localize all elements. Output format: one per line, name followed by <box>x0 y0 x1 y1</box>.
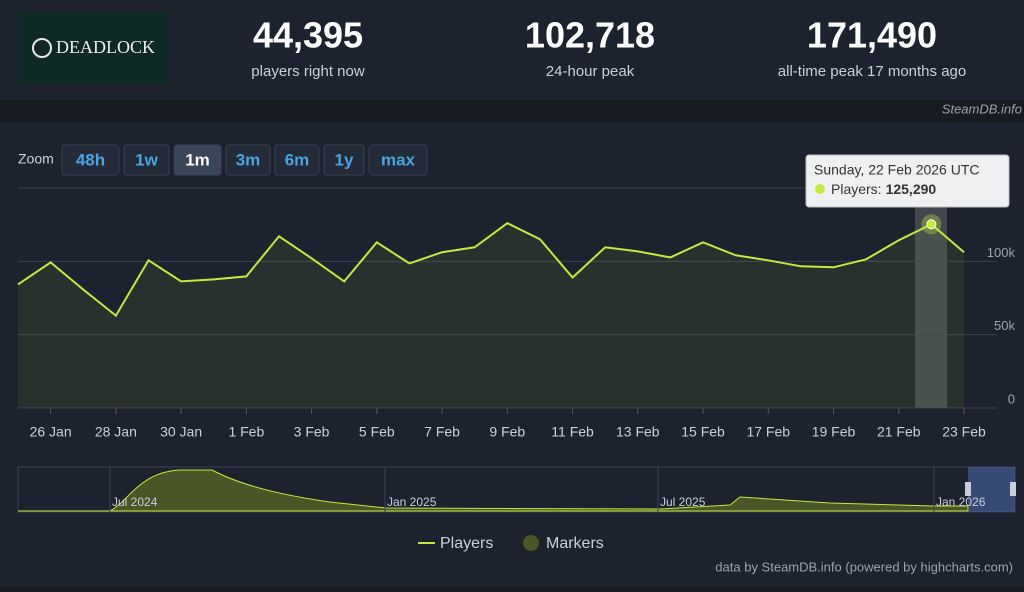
x-tick-label: 17 Feb <box>746 424 790 440</box>
source: SteamDB.info <box>942 101 1022 116</box>
navigator-label: Jul 2025 <box>660 495 706 509</box>
x-tick-label: 3 Feb <box>294 424 330 440</box>
y-tick-label: 50k <box>994 318 1015 333</box>
x-tick-label: 19 Feb <box>812 424 856 440</box>
x-tick-label: 7 Feb <box>424 424 460 440</box>
stat-value: 102,718 <box>525 15 655 56</box>
navigator-handle[interactable] <box>1010 482 1016 496</box>
tooltip-date: Sunday, 22 Feb 2026 UTC <box>814 162 980 178</box>
x-tick-label: 15 Feb <box>681 424 725 440</box>
tooltip-dot <box>815 184 825 194</box>
x-tick-label: 5 Feb <box>359 424 395 440</box>
navigator-label: Jan 2026 <box>936 495 986 509</box>
zoom-button[interactable] <box>173 144 222 176</box>
x-tick-label: 26 Jan <box>30 424 72 440</box>
credits: data by SteamDB.info (powered by highcha… <box>715 559 1013 574</box>
logo-box <box>18 12 168 84</box>
zoom-button[interactable] <box>323 144 365 176</box>
zoom-button-label[interactable]: 1w <box>135 150 158 169</box>
zoom-button[interactable] <box>123 144 170 176</box>
tooltip <box>805 154 1010 208</box>
x-tick-label: 11 Feb <box>551 424 594 440</box>
zoom-button-label[interactable]: 1y <box>335 150 354 169</box>
x-tick-label: 1 Feb <box>228 424 264 440</box>
tooltip-text: Players: 125,290 <box>831 181 936 197</box>
plot: 0 50k 100k 26 Jan 28 Jan 30 Jan 1 Feb 3 Feb 5 Fe… <box>17 187 1016 440</box>
zoom-button-label[interactable]: 3m <box>236 150 261 169</box>
x-tick-label: 9 Feb <box>489 424 525 440</box>
legend-label[interactable]: Players <box>440 535 493 552</box>
zoom-button[interactable] <box>225 144 271 176</box>
zoom-buttons: 48h 1w 1m 3m 6m 1y max <box>61 144 428 176</box>
x-tick-label: 23 Feb <box>942 424 986 440</box>
navigator-window[interactable] <box>968 467 1015 512</box>
navigator-labels: Jul 2024 Jan 2025 Jul 2025 Jan 2026 <box>109 467 986 512</box>
stat-label: players right now <box>251 63 365 80</box>
tooltip-value: 125,290 <box>886 181 937 197</box>
zoom-button-label[interactable]: 48h <box>76 150 105 169</box>
zoom-button-label[interactable]: 1m <box>185 150 210 169</box>
zoom-button[interactable] <box>368 144 428 176</box>
area <box>18 223 964 408</box>
logo-text: DEADLOCK <box>56 37 155 57</box>
zoom-button[interactable] <box>274 144 320 176</box>
x-tick-label: 13 Feb <box>616 424 660 440</box>
legend-label[interactable]: Markers <box>546 535 604 552</box>
x-tick-label: 28 Jan <box>95 424 137 440</box>
logo-icon <box>32 38 52 58</box>
tooltip-series: Players: <box>831 181 882 197</box>
legend-marker[interactable] <box>523 535 539 551</box>
x-tick-label: 30 Jan <box>160 424 202 440</box>
navigator-label: Jul 2024 <box>112 495 158 509</box>
zoom-label: Zoom <box>18 151 54 167</box>
hover-point <box>926 219 937 230</box>
stat-value: 44,395 <box>253 15 363 56</box>
navigator-handle[interactable] <box>965 482 971 496</box>
y-tick-label: 0 <box>1008 391 1015 406</box>
line <box>17 222 965 318</box>
zoom-button[interactable] <box>61 144 120 176</box>
stat-label: 24-hour peak <box>546 63 635 80</box>
stat-label: all-time peak 17 months ago <box>778 63 966 80</box>
y-tick-label: 100k <box>987 245 1016 260</box>
zoom-button-label[interactable]: max <box>381 150 416 169</box>
navigator-series <box>18 469 969 512</box>
header-panel <box>0 0 1024 100</box>
zoom-button-label[interactable]: 6m <box>285 150 310 169</box>
x-tick-label: 21 Feb <box>877 424 921 440</box>
navigator-label: Jan 2025 <box>387 495 437 509</box>
stat-value: 171,490 <box>807 15 937 56</box>
